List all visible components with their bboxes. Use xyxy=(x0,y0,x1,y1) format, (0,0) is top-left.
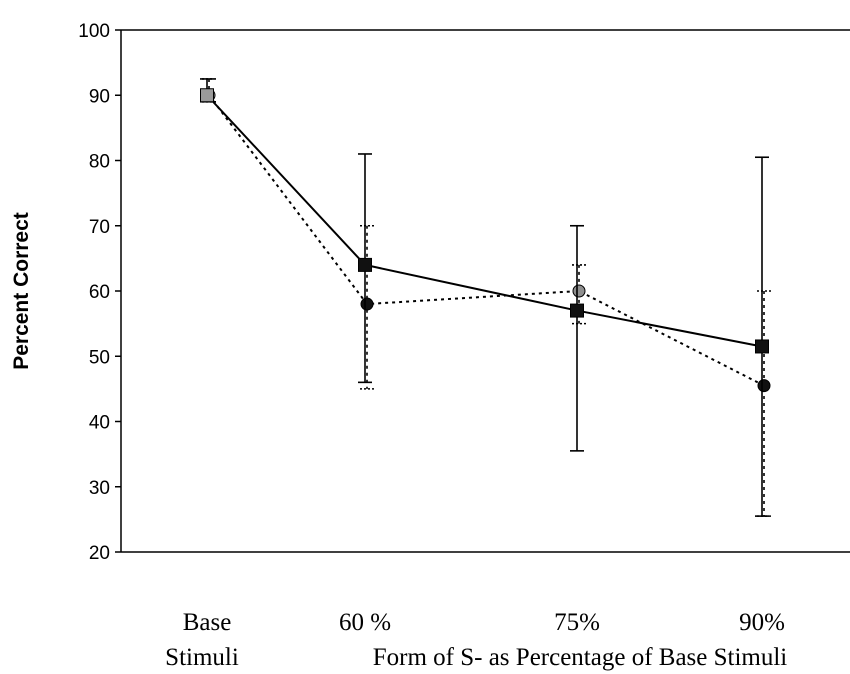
data-point-square xyxy=(570,303,584,318)
x-axis-label: Form of S- as Percentage of Base Stimuli xyxy=(373,644,788,671)
data-point-circle xyxy=(757,379,771,393)
data-point-square xyxy=(358,257,372,272)
x-axis-categories: Base Stimuli 60 % 75% 90% xyxy=(165,609,785,671)
series-1 xyxy=(200,78,769,517)
y-axis-label: Percent Correct xyxy=(10,212,33,370)
y-tick-label: 80 xyxy=(89,152,110,173)
series-line xyxy=(206,94,763,348)
series-2 xyxy=(202,78,771,517)
x-category-label: Base xyxy=(183,609,232,636)
x-category-sublabel: Stimuli xyxy=(165,644,239,671)
y-tick-label: 70 xyxy=(89,217,110,238)
series-line xyxy=(208,94,765,387)
y-axis-ticks: 20 30 40 50 60 70 80 90 100 xyxy=(78,21,121,564)
x-category-label: 75% xyxy=(554,609,600,636)
x-category-label: 90% xyxy=(739,609,785,636)
y-tick-label: 100 xyxy=(78,21,110,42)
data-point-circle xyxy=(572,284,586,298)
data-point-circle xyxy=(360,297,374,311)
y-tick-label: 30 xyxy=(89,478,110,499)
y-tick-label: 40 xyxy=(89,413,110,434)
series-layer xyxy=(200,78,771,517)
y-tick-label: 20 xyxy=(89,543,110,564)
y-tick-label: 60 xyxy=(89,282,110,303)
y-tick-label: 90 xyxy=(89,86,110,107)
data-point-square xyxy=(200,88,214,103)
data-point-square xyxy=(755,339,769,354)
x-category-label: 60 % xyxy=(339,609,391,636)
y-tick-label: 50 xyxy=(89,347,110,368)
